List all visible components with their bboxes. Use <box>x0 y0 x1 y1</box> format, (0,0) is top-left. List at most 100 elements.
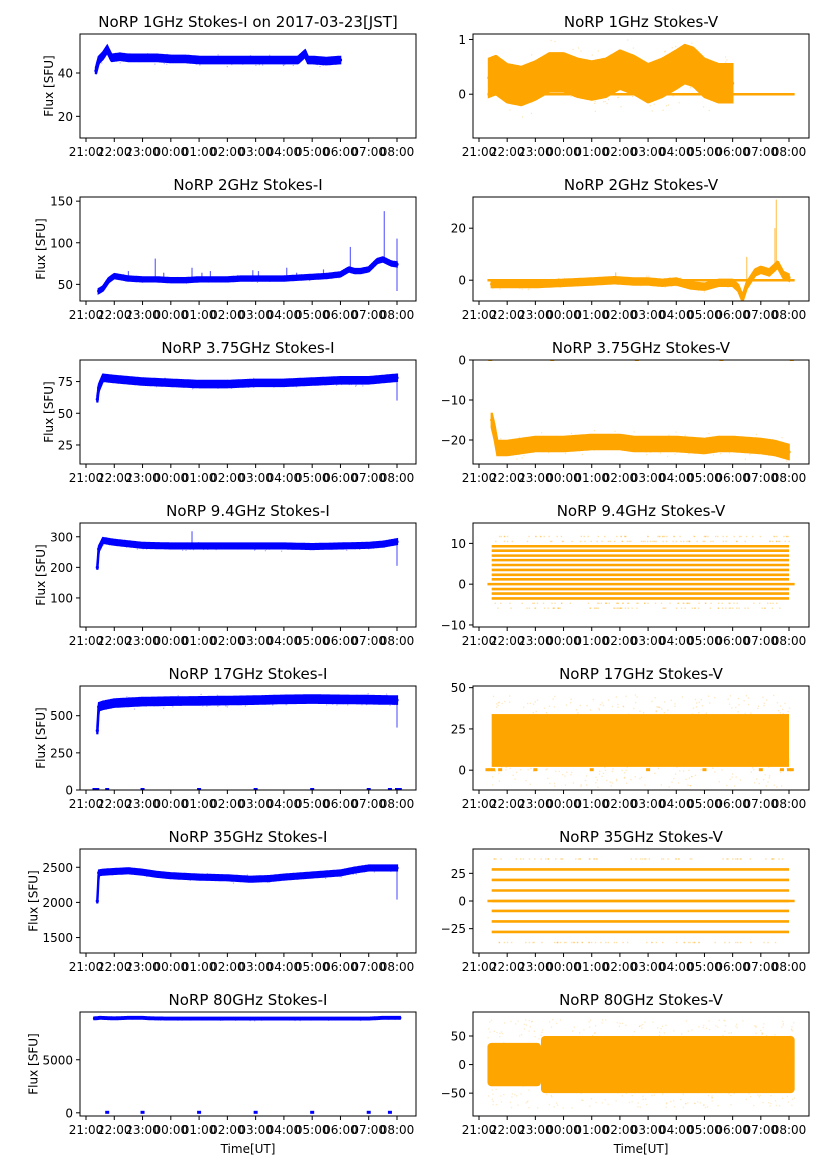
data-point <box>116 697 118 700</box>
data-point <box>201 547 203 549</box>
data-point <box>97 547 101 551</box>
data-point <box>161 699 163 701</box>
data-point <box>390 696 392 698</box>
data-point <box>537 1107 539 1109</box>
data-point <box>589 441 592 443</box>
data-point <box>130 381 132 383</box>
x-tick-label: 08:00 <box>772 471 807 485</box>
data-point <box>154 1018 156 1020</box>
data-point <box>338 383 341 385</box>
data-point <box>618 68 622 72</box>
data-point <box>786 768 788 770</box>
data-point <box>628 1101 630 1104</box>
data-point <box>619 72 621 74</box>
data-point <box>262 1017 264 1019</box>
data-point <box>583 78 585 80</box>
data-point <box>678 858 680 860</box>
data-point <box>685 284 687 286</box>
data-point <box>630 82 633 84</box>
data-point <box>707 1094 710 1097</box>
data-point <box>230 279 232 281</box>
data-point <box>728 941 731 944</box>
data-point <box>722 79 724 81</box>
data-point <box>389 1016 391 1018</box>
data-point <box>597 436 599 438</box>
data-point <box>768 777 770 779</box>
data-point <box>212 878 214 880</box>
data-point <box>652 1021 654 1023</box>
data-point <box>375 261 377 263</box>
data-point <box>270 1018 272 1020</box>
data-point <box>128 545 130 547</box>
y-tick-label: 500 <box>50 709 73 723</box>
data-point <box>740 858 742 860</box>
data-point <box>393 265 395 267</box>
data-point <box>104 704 106 706</box>
data-point <box>354 545 356 547</box>
data-point <box>552 607 554 609</box>
data-point <box>782 270 784 272</box>
x-tick-label: 00:00 <box>154 1123 189 1137</box>
data-point <box>620 66 622 68</box>
data-point <box>740 296 745 300</box>
data-point <box>548 1104 550 1106</box>
data-point <box>241 1018 243 1020</box>
data-point <box>781 273 786 277</box>
data-point <box>197 543 199 545</box>
data-point <box>552 285 554 287</box>
data-point <box>150 380 153 382</box>
data-point <box>324 545 327 547</box>
data-point <box>588 858 591 860</box>
data-point <box>147 56 149 58</box>
data-point <box>226 876 228 878</box>
data-point <box>278 546 280 548</box>
data-point <box>365 377 367 379</box>
data-point <box>783 450 785 452</box>
data-point <box>113 869 115 871</box>
series-stokes-v <box>487 34 735 118</box>
data-point <box>540 535 542 538</box>
data-point <box>175 280 177 283</box>
data-point <box>265 277 267 279</box>
data-point <box>523 1023 526 1025</box>
data-point <box>731 63 733 65</box>
data-point <box>583 282 585 285</box>
data-point <box>662 440 664 442</box>
data-point <box>531 88 533 90</box>
data-point <box>111 702 113 705</box>
y-axis-label: Flux [SFU] <box>34 707 48 768</box>
data-point <box>536 284 538 286</box>
data-point <box>247 1018 250 1020</box>
data-point <box>663 607 666 609</box>
data-point <box>525 1024 527 1026</box>
data-point <box>147 280 149 282</box>
data-point <box>127 869 129 871</box>
data-point <box>734 785 736 787</box>
data-point <box>696 283 698 285</box>
data-point <box>181 877 184 879</box>
x-tick-label: 01:00 <box>182 797 217 811</box>
data-point <box>251 875 253 877</box>
data-point <box>637 602 639 604</box>
data-point <box>690 62 692 64</box>
data-point <box>313 702 315 704</box>
data-point <box>593 607 596 609</box>
data-point <box>271 56 273 58</box>
data-point <box>334 873 336 875</box>
data-point <box>101 286 105 291</box>
data-point <box>599 704 602 706</box>
data-point <box>556 66 558 68</box>
x-tick-label: 01:00 <box>574 634 609 648</box>
data-point <box>206 279 208 281</box>
data-point <box>225 58 229 62</box>
data-point <box>491 1089 493 1091</box>
data-point <box>196 382 198 384</box>
data-point <box>353 868 357 872</box>
data-point <box>123 379 125 381</box>
data-point <box>338 544 343 548</box>
data-point <box>123 276 125 279</box>
data-point <box>313 1018 315 1020</box>
data-point <box>209 59 211 61</box>
data-point <box>106 281 108 283</box>
data-point <box>132 545 135 547</box>
